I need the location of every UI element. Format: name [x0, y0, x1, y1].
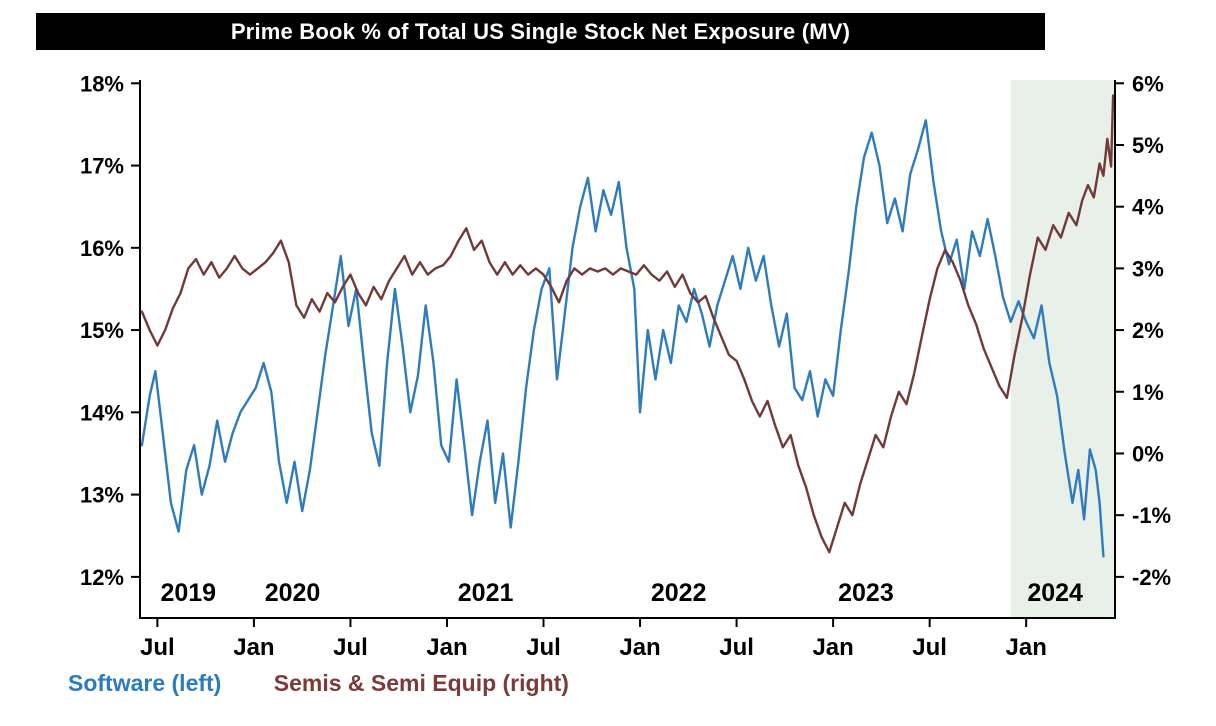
right-axis-tick-label: -2% — [1132, 565, 1171, 590]
series-line-semis — [140, 94, 1115, 554]
right-axis-tick-label: 0% — [1132, 441, 1164, 466]
highlight-band-recent — [1010, 80, 1115, 618]
x-axis-month-label: Jan — [1006, 634, 1047, 661]
x-axis-year-label: 2022 — [651, 579, 707, 607]
left-axis-tick-label: 12% — [80, 565, 124, 590]
x-axis-month-label: Jul — [333, 634, 368, 661]
x-axis-year-label: 2020 — [265, 579, 321, 607]
right-axis-tick-label: 1% — [1132, 380, 1164, 405]
left-axis-tick-label: 13% — [80, 483, 124, 508]
x-axis-year-label: 2019 — [160, 579, 216, 607]
left-axis-tick-label: 17% — [80, 154, 124, 179]
x-axis-month-label: Jan — [233, 634, 274, 661]
x-axis-month-label: Jan — [619, 634, 660, 661]
left-axis-tick-label: 15% — [80, 318, 124, 343]
legend-software-left: Software (left) — [68, 670, 222, 696]
left-axis-tick-label: 16% — [80, 236, 124, 261]
x-axis-month-label: Jul — [912, 634, 947, 661]
right-axis-tick-label: 6% — [1132, 71, 1164, 96]
right-axis-tick-label: 4% — [1132, 195, 1164, 220]
right-axis-tick-label: -1% — [1132, 503, 1171, 528]
x-axis-month-label: Jul — [526, 634, 561, 661]
right-axis-tick-label: 5% — [1132, 133, 1164, 158]
x-axis-month-label: Jul — [140, 634, 175, 661]
chart-title-bar: Prime Book % of Total US Single Stock Ne… — [36, 13, 1045, 50]
x-axis-month-label: Jan — [426, 634, 467, 661]
chart-title: Prime Book % of Total US Single Stock Ne… — [230, 18, 851, 44]
left-axis-tick-label: 18% — [80, 71, 124, 96]
legend-semis-right: Semis & Semi Equip (right) — [273, 670, 569, 696]
x-axis-year-label: 2024 — [1027, 579, 1083, 607]
x-axis-month-label: Jan — [812, 634, 853, 661]
x-axis-month-label: Jul — [719, 634, 754, 661]
series-line-software — [140, 119, 1105, 558]
right-axis-tick-label: 2% — [1132, 318, 1164, 343]
x-axis-year-label: 2021 — [458, 579, 514, 607]
left-axis-tick-label: 14% — [80, 400, 124, 425]
x-axis-year-label: 2023 — [838, 579, 894, 607]
chart-legend: Software (left) Semis & Semi Equip (righ… — [68, 670, 615, 697]
right-axis-tick-label: 3% — [1132, 256, 1164, 281]
